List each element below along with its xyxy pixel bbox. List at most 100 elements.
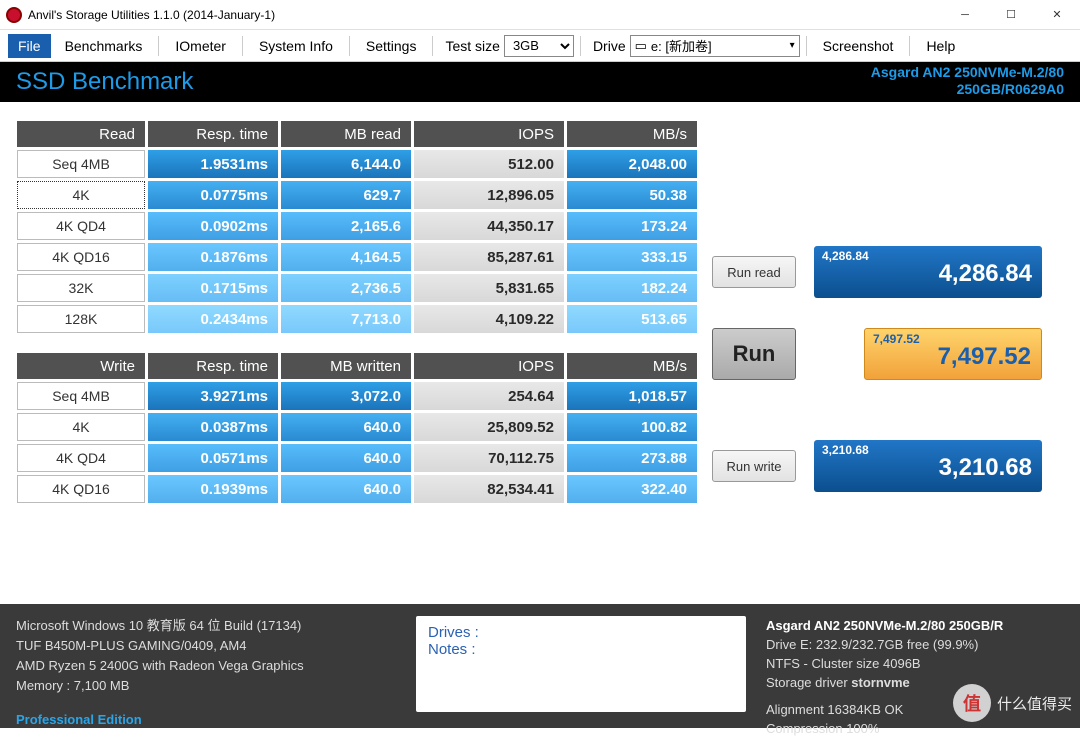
cell-mbs: 333.15	[567, 243, 697, 271]
drive-line: NTFS - Cluster size 4096B	[766, 654, 1064, 673]
chevron-down-icon: ▾	[790, 40, 795, 51]
cell-mbs: 2,048.00	[567, 150, 697, 178]
cell-mbs: 182.24	[567, 274, 697, 302]
cell-mbs: 173.24	[567, 212, 697, 240]
cell-mb: 629.7	[281, 181, 411, 209]
cell-resp: 0.1715ms	[148, 274, 278, 302]
row-label: 4K QD4	[17, 444, 145, 472]
cell-resp: 0.0571ms	[148, 444, 278, 472]
drive-icon: ▭	[635, 38, 647, 54]
cell-mbs: 273.88	[567, 444, 697, 472]
row-label: 4K QD16	[17, 475, 145, 503]
row-label: Seq 4MB	[17, 150, 145, 178]
cell-iops: 70,112.75	[414, 444, 564, 472]
drive-value: e: [新加卷]	[651, 36, 712, 55]
side-column: Run read 4,286.84 4,286.84 Run 7,497.52 …	[712, 118, 1042, 506]
score-total-small: 7,497.52	[873, 332, 920, 346]
score-total: 7,497.52 7,497.52	[864, 328, 1042, 380]
cell-mbs: 50.38	[567, 181, 697, 209]
cell-iops: 4,109.22	[414, 305, 564, 333]
cell-resp: 0.1876ms	[148, 243, 278, 271]
watermark-text: 什么值得买	[997, 693, 1072, 714]
col-header: Resp. time	[148, 353, 278, 379]
table-row: 32K0.1715ms2,736.55,831.65182.24	[17, 274, 697, 302]
score-read: 4,286.84 4,286.84	[814, 246, 1042, 298]
menu-screenshot[interactable]: Screenshot	[813, 34, 904, 58]
maximize-button[interactable]: ☐	[988, 0, 1034, 30]
device-info: Asgard AN2 250NVMe-M.2/80 250GB/R0629A0	[871, 64, 1064, 98]
table-row: 4K0.0387ms640.025,809.52100.82	[17, 413, 697, 441]
table-row: Seq 4MB1.9531ms6,144.0512.002,048.00	[17, 150, 697, 178]
notes-drives: Drives :	[428, 624, 734, 641]
score-write: 3,210.68 3,210.68	[814, 440, 1042, 492]
sys-line: Memory : 7,100 MB	[16, 676, 396, 696]
menu-benchmarks[interactable]: Benchmarks	[55, 34, 153, 58]
row-label: Seq 4MB	[17, 382, 145, 410]
cell-mb: 640.0	[281, 444, 411, 472]
cell-resp: 0.1939ms	[148, 475, 278, 503]
run-write-button[interactable]: Run write	[712, 450, 796, 482]
col-header: MB/s	[567, 121, 697, 147]
menu-system-info[interactable]: System Info	[249, 34, 343, 58]
cell-iops: 512.00	[414, 150, 564, 178]
page-title: SSD Benchmark	[16, 68, 193, 96]
cell-resp: 0.2434ms	[148, 305, 278, 333]
table-row: 4K QD160.1939ms640.082,534.41322.40	[17, 475, 697, 503]
notes-notes: Notes :	[428, 641, 734, 658]
cell-mb: 2,165.6	[281, 212, 411, 240]
minimize-button[interactable]: ─	[942, 0, 988, 30]
notes-panel[interactable]: Drives : Notes :	[416, 616, 746, 712]
cell-mbs: 100.82	[567, 413, 697, 441]
cell-resp: 0.0775ms	[148, 181, 278, 209]
col-header: MB/s	[567, 353, 697, 379]
read-table: ReadResp. timeMB readIOPSMB/sSeq 4MB1.95…	[14, 118, 700, 336]
cell-iops: 85,287.61	[414, 243, 564, 271]
menu-file[interactable]: File	[8, 34, 51, 58]
close-button[interactable]: ✕	[1034, 0, 1080, 30]
cell-mb: 640.0	[281, 475, 411, 503]
cell-iops: 5,831.65	[414, 274, 564, 302]
cell-mbs: 322.40	[567, 475, 697, 503]
test-size-label: Test size	[445, 38, 499, 54]
menu-iometer[interactable]: IOmeter	[165, 34, 236, 58]
header-band: SSD Benchmark Asgard AN2 250NVMe-M.2/80 …	[0, 62, 1080, 102]
row-label: 32K	[17, 274, 145, 302]
col-header: Read	[17, 121, 145, 147]
drive-select[interactable]: ▭ e: [新加卷] ▾	[630, 35, 800, 57]
cell-resp: 1.9531ms	[148, 150, 278, 178]
cell-resp: 3.9271ms	[148, 382, 278, 410]
cell-iops: 44,350.17	[414, 212, 564, 240]
table-row: 128K0.2434ms7,713.04,109.22513.65	[17, 305, 697, 333]
run-read-button[interactable]: Run read	[712, 256, 796, 288]
row-label: 4K QD16	[17, 243, 145, 271]
window-title: Anvil's Storage Utilities 1.1.0 (2014-Ja…	[28, 8, 942, 22]
cell-mb: 4,164.5	[281, 243, 411, 271]
sys-line: AMD Ryzen 5 2400G with Radeon Vega Graph…	[16, 656, 396, 676]
cell-mbs: 1,018.57	[567, 382, 697, 410]
cell-iops: 12,896.05	[414, 181, 564, 209]
table-row: Seq 4MB3.9271ms3,072.0254.641,018.57	[17, 382, 697, 410]
device-line2: 250GB/R0629A0	[871, 81, 1064, 98]
write-table: WriteResp. timeMB writtenIOPSMB/sSeq 4MB…	[14, 350, 700, 506]
row-label: 4K QD4	[17, 212, 145, 240]
sys-line: TUF B450M-PLUS GAMING/0409, AM4	[16, 636, 396, 656]
titlebar: Anvil's Storage Utilities 1.1.0 (2014-Ja…	[0, 0, 1080, 30]
col-header: IOPS	[414, 121, 564, 147]
watermark-icon: 值	[953, 684, 991, 722]
test-size-select[interactable]: 3GB	[504, 35, 574, 57]
col-header: Write	[17, 353, 145, 379]
drive-label: Drive	[593, 38, 626, 54]
table-row: 4K QD160.1876ms4,164.585,287.61333.15	[17, 243, 697, 271]
row-label: 4K	[17, 181, 145, 209]
col-header: MB read	[281, 121, 411, 147]
drive-line: Drive E: 232.9/232.7GB free (99.9%)	[766, 635, 1064, 654]
cell-iops: 25,809.52	[414, 413, 564, 441]
cell-mb: 7,713.0	[281, 305, 411, 333]
cell-mbs: 513.65	[567, 305, 697, 333]
menu-settings[interactable]: Settings	[356, 34, 427, 58]
run-button[interactable]: Run	[712, 328, 796, 380]
menu-help[interactable]: Help	[916, 34, 965, 58]
table-row: 4K QD40.0902ms2,165.644,350.17173.24	[17, 212, 697, 240]
cell-mb: 6,144.0	[281, 150, 411, 178]
cell-mb: 640.0	[281, 413, 411, 441]
